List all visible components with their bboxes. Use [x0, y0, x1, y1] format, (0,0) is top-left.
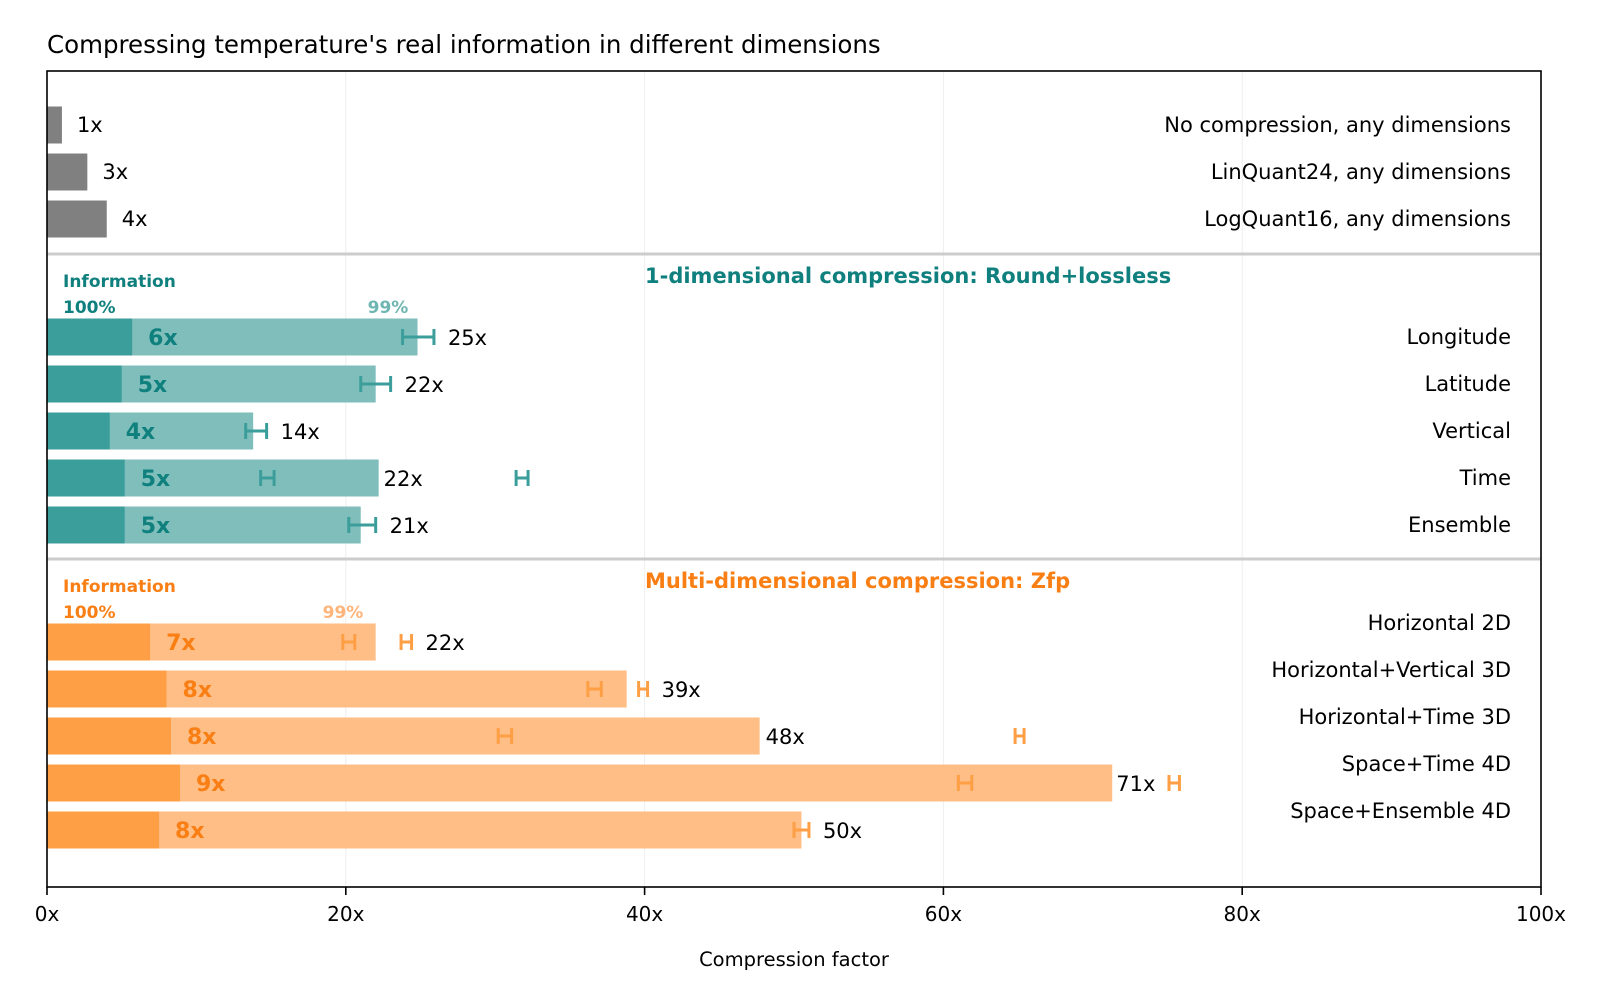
x-tick-label: 100x	[1516, 902, 1566, 926]
x-tick-label: 20x	[327, 902, 364, 926]
bar-value-label: 1x	[77, 113, 103, 137]
bar-value-label: 4x	[122, 207, 148, 231]
bar-100-label: 8x	[183, 678, 213, 703]
row-label: Time	[1459, 466, 1511, 490]
bar-100-label: 4x	[126, 420, 156, 445]
information-label: Information	[63, 272, 176, 292]
row-label: Space+Time 4D	[1342, 752, 1511, 776]
bar-100-label: 5x	[138, 373, 168, 398]
bar-99-label: 25x	[448, 326, 487, 350]
bar-100-label: 6x	[148, 326, 178, 351]
bar-100-label: 5x	[141, 514, 171, 539]
row-label: LogQuant16, any dimensions	[1204, 207, 1511, 231]
bar-100-percent	[47, 670, 167, 708]
bar-99-percent	[47, 811, 802, 849]
percent-100-label: 100%	[63, 298, 116, 318]
bar-1	[47, 106, 62, 144]
bar-100-percent	[47, 412, 110, 450]
bar-100-label: 9x	[196, 772, 226, 797]
row-label: Longitude	[1407, 325, 1511, 349]
percent-99-label: 99%	[323, 603, 364, 623]
bar-99-label: 50x	[823, 819, 862, 843]
group-heading: 1-dimensional compression: Round+lossles…	[645, 264, 1171, 288]
bar-100-percent	[47, 717, 172, 755]
row-label: Horizontal+Vertical 3D	[1271, 658, 1511, 682]
bar-100-label: 8x	[175, 819, 205, 844]
percent-99-label: 99%	[368, 298, 409, 318]
bar-2	[47, 153, 88, 191]
bar-100-label: 5x	[141, 467, 171, 492]
bar-100-label: 8x	[187, 725, 217, 750]
information-label: Information	[63, 577, 176, 597]
row-label: Ensemble	[1408, 513, 1511, 537]
row-label: Vertical	[1432, 419, 1511, 443]
bar-99-label: 71x	[1116, 772, 1155, 796]
group-heading: Multi-dimensional compression: Zfp	[645, 569, 1070, 593]
bar-99-label: 22x	[405, 373, 444, 397]
bar-value-label: 3x	[102, 160, 128, 184]
row-label: LinQuant24, any dimensions	[1211, 160, 1511, 184]
bar-99-label: 22x	[384, 467, 423, 491]
row-label: Horizontal+Time 3D	[1299, 705, 1511, 729]
x-tick-label: 0x	[35, 902, 60, 926]
bar-99-label: 21x	[390, 514, 429, 538]
bar-99-label: 48x	[766, 725, 805, 749]
x-tick-label: 80x	[1224, 902, 1261, 926]
bar-100-percent	[47, 764, 180, 802]
bar-100-label: 7x	[166, 631, 196, 656]
bar-100-percent	[47, 459, 125, 497]
bar-100-percent	[47, 623, 151, 661]
bar-3	[47, 200, 107, 238]
plot-frame	[46, 70, 1542, 888]
row-label: Space+Ensemble 4D	[1290, 799, 1511, 823]
bar-99-label: 14x	[281, 420, 320, 444]
grid-lines	[47, 71, 1541, 887]
bar-100-percent	[47, 318, 133, 356]
bar-100-percent	[47, 365, 122, 403]
bar-99-percent	[47, 764, 1113, 802]
row-label: Latitude	[1425, 372, 1511, 396]
chart-title: Compressing temperature's real informati…	[47, 30, 881, 59]
axes: 0x 20x 40x 60x 80x 100x	[35, 70, 1566, 926]
labels: 1x No compression, any dimensions 3x LinQua…	[63, 113, 1511, 844]
bar-100-percent	[47, 811, 160, 849]
x-axis-label: Compression factor	[699, 948, 890, 971]
percent-100-label: 100%	[63, 603, 116, 623]
bar-99-label: 22x	[426, 631, 465, 655]
x-tick-label: 40x	[626, 902, 663, 926]
bars	[47, 106, 1181, 849]
row-label: Horizontal 2D	[1368, 611, 1511, 635]
x-tick-label: 60x	[925, 902, 962, 926]
bar-100-percent	[47, 506, 125, 544]
row-label: No compression, any dimensions	[1164, 113, 1511, 137]
bar-99-label: 39x	[662, 678, 701, 702]
